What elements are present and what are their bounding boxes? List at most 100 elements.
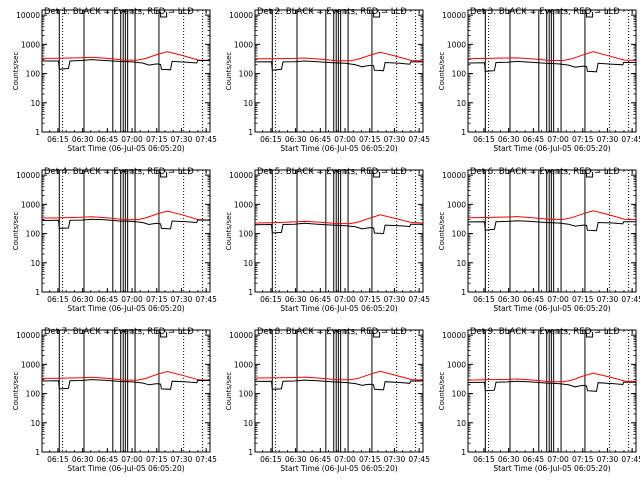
y-tick-label: 10000 bbox=[16, 171, 40, 180]
x-tick-label: 07:45 bbox=[621, 295, 640, 304]
x-tick-label: 06:15 bbox=[47, 135, 69, 144]
x-tick-label: 06:15 bbox=[47, 295, 69, 304]
lld-series-line bbox=[467, 372, 637, 383]
y-tick-label: 10 bbox=[456, 419, 466, 428]
y-tick-label: 1000 bbox=[21, 40, 40, 49]
x-tick-label: 07:45 bbox=[195, 295, 217, 304]
events-series-line bbox=[467, 380, 636, 392]
x-tick-label: 07:00 bbox=[121, 135, 143, 144]
y-tick-label: 1 bbox=[35, 448, 40, 457]
lld-series-line bbox=[254, 214, 424, 225]
y-tick-label: 10000 bbox=[442, 171, 466, 180]
y-tick-label: 10 bbox=[243, 259, 253, 268]
events-series-line bbox=[254, 222, 423, 235]
x-tick-label: 06:30 bbox=[72, 135, 94, 144]
detector-panel: Det 3: BLACK = Events, RED = LLD 1 10 100 10… bbox=[438, 7, 640, 153]
y-tick-label: 10 bbox=[30, 259, 40, 268]
y-tick-label: 10000 bbox=[229, 11, 253, 20]
x-tick-label: 07:15 bbox=[146, 135, 168, 144]
x-tick-label: 06:30 bbox=[285, 135, 307, 144]
y-tick-label: 1 bbox=[461, 448, 466, 457]
x-axis-label: Start Time (06-Jul-05 06:05:20) bbox=[493, 304, 610, 313]
panel-title: Det 9: BLACK = Events, RED = LLD bbox=[470, 327, 620, 337]
detector-panel: Det 9: BLACK = Events, RED = LLD 1 10 100 10… bbox=[438, 327, 640, 473]
y-tick-label: 1 bbox=[35, 288, 40, 297]
x-tick-label: 07:30 bbox=[597, 455, 619, 464]
x-tick-label: 07:30 bbox=[171, 295, 193, 304]
x-tick-label: 07:15 bbox=[359, 295, 381, 304]
interval-bracket bbox=[373, 12, 381, 18]
x-tick-label: 06:15 bbox=[260, 295, 282, 304]
y-tick-label: 100 bbox=[239, 230, 254, 239]
interval-bracket bbox=[586, 172, 594, 178]
y-tick-label: 10 bbox=[243, 419, 253, 428]
x-tick-label: 06:45 bbox=[523, 455, 545, 464]
detector-panel: Det 5: BLACK = Events, RED = LLD 1 10 100 10… bbox=[225, 167, 430, 313]
y-tick-label: 1 bbox=[248, 128, 253, 137]
x-tick-label: 06:30 bbox=[72, 295, 94, 304]
interval-bracket bbox=[373, 172, 381, 178]
x-tick-label: 07:30 bbox=[171, 135, 193, 144]
x-tick-label: 07:45 bbox=[408, 135, 430, 144]
events-series-line bbox=[42, 59, 210, 71]
x-tick-label: 07:45 bbox=[621, 135, 640, 144]
panel-title: Det 1: BLACK = Events, RED = LLD bbox=[44, 7, 194, 17]
x-axis-label: Start Time (06-Jul-05 06:05:20) bbox=[67, 464, 184, 473]
x-tick-label: 06:15 bbox=[47, 455, 69, 464]
x-tick-label: 07:45 bbox=[195, 135, 217, 144]
detector-panel: Det 4: BLACK = Events, RED = LLD 1 10 100 10… bbox=[12, 167, 217, 313]
y-tick-label: 1000 bbox=[447, 200, 466, 209]
interval-bracket bbox=[160, 12, 168, 18]
x-tick-label: 06:30 bbox=[72, 455, 94, 464]
y-tick-label: 1 bbox=[35, 128, 40, 137]
x-tick-label: 07:15 bbox=[146, 295, 168, 304]
x-tick-label: 06:45 bbox=[97, 455, 119, 464]
panel-title: Det 7: BLACK = Events, RED = LLD bbox=[44, 327, 194, 337]
x-tick-label: 07:45 bbox=[621, 455, 640, 464]
events-series-line bbox=[41, 379, 210, 390]
x-tick-label: 06:30 bbox=[498, 295, 520, 304]
x-tick-label: 07:15 bbox=[572, 455, 594, 464]
y-tick-label: 1 bbox=[461, 128, 466, 137]
y-tick-label: 100 bbox=[239, 390, 254, 399]
x-axis-label: Start Time (06-Jul-05 06:05:20) bbox=[280, 144, 397, 153]
interval-bracket bbox=[373, 332, 381, 338]
plot-frame bbox=[254, 9, 424, 133]
plot-frame bbox=[254, 329, 424, 453]
y-axis-label: Counts/sec bbox=[225, 372, 233, 411]
x-tick-label: 07:00 bbox=[121, 455, 143, 464]
y-tick-label: 1 bbox=[248, 448, 253, 457]
x-tick-label: 06:30 bbox=[498, 455, 520, 464]
lld-series-line bbox=[255, 51, 424, 62]
y-tick-label: 1 bbox=[461, 288, 466, 297]
y-tick-label: 1000 bbox=[234, 40, 253, 49]
detector-panel: Det 7: BLACK = Events, RED = LLD 1 10 100 10… bbox=[12, 327, 217, 473]
y-tick-label: 1000 bbox=[21, 200, 40, 209]
y-tick-label: 1 bbox=[248, 288, 253, 297]
interval-bracket bbox=[160, 332, 168, 338]
events-series-line bbox=[254, 60, 423, 72]
y-tick-label: 10000 bbox=[229, 171, 253, 180]
y-tick-label: 100 bbox=[452, 70, 467, 79]
detector-panel: Det 6: BLACK = Events, RED = LLD 1 10 100 10… bbox=[438, 167, 640, 313]
x-tick-label: 07:00 bbox=[547, 135, 569, 144]
x-tick-label: 06:30 bbox=[498, 135, 520, 144]
x-tick-label: 07:15 bbox=[146, 455, 168, 464]
y-tick-label: 100 bbox=[452, 230, 467, 239]
x-axis-label: Start Time (06-Jul-05 06:05:20) bbox=[67, 304, 184, 313]
x-tick-label: 07:00 bbox=[547, 455, 569, 464]
y-axis-label: Counts/sec bbox=[12, 52, 20, 91]
x-tick-label: 06:45 bbox=[310, 295, 332, 304]
y-tick-label: 10 bbox=[456, 99, 466, 108]
x-axis-label: Start Time (06-Jul-05 06:05:20) bbox=[493, 144, 610, 153]
x-tick-label: 06:15 bbox=[260, 455, 282, 464]
x-tick-label: 07:15 bbox=[359, 135, 381, 144]
interval-bracket bbox=[586, 12, 594, 18]
x-tick-label: 07:30 bbox=[597, 295, 619, 304]
y-tick-label: 10000 bbox=[442, 11, 466, 20]
x-tick-label: 06:15 bbox=[473, 455, 495, 464]
y-tick-label: 10 bbox=[456, 259, 466, 268]
events-series-line bbox=[467, 220, 636, 232]
lld-series-line bbox=[467, 210, 637, 221]
y-tick-label: 10000 bbox=[442, 331, 466, 340]
